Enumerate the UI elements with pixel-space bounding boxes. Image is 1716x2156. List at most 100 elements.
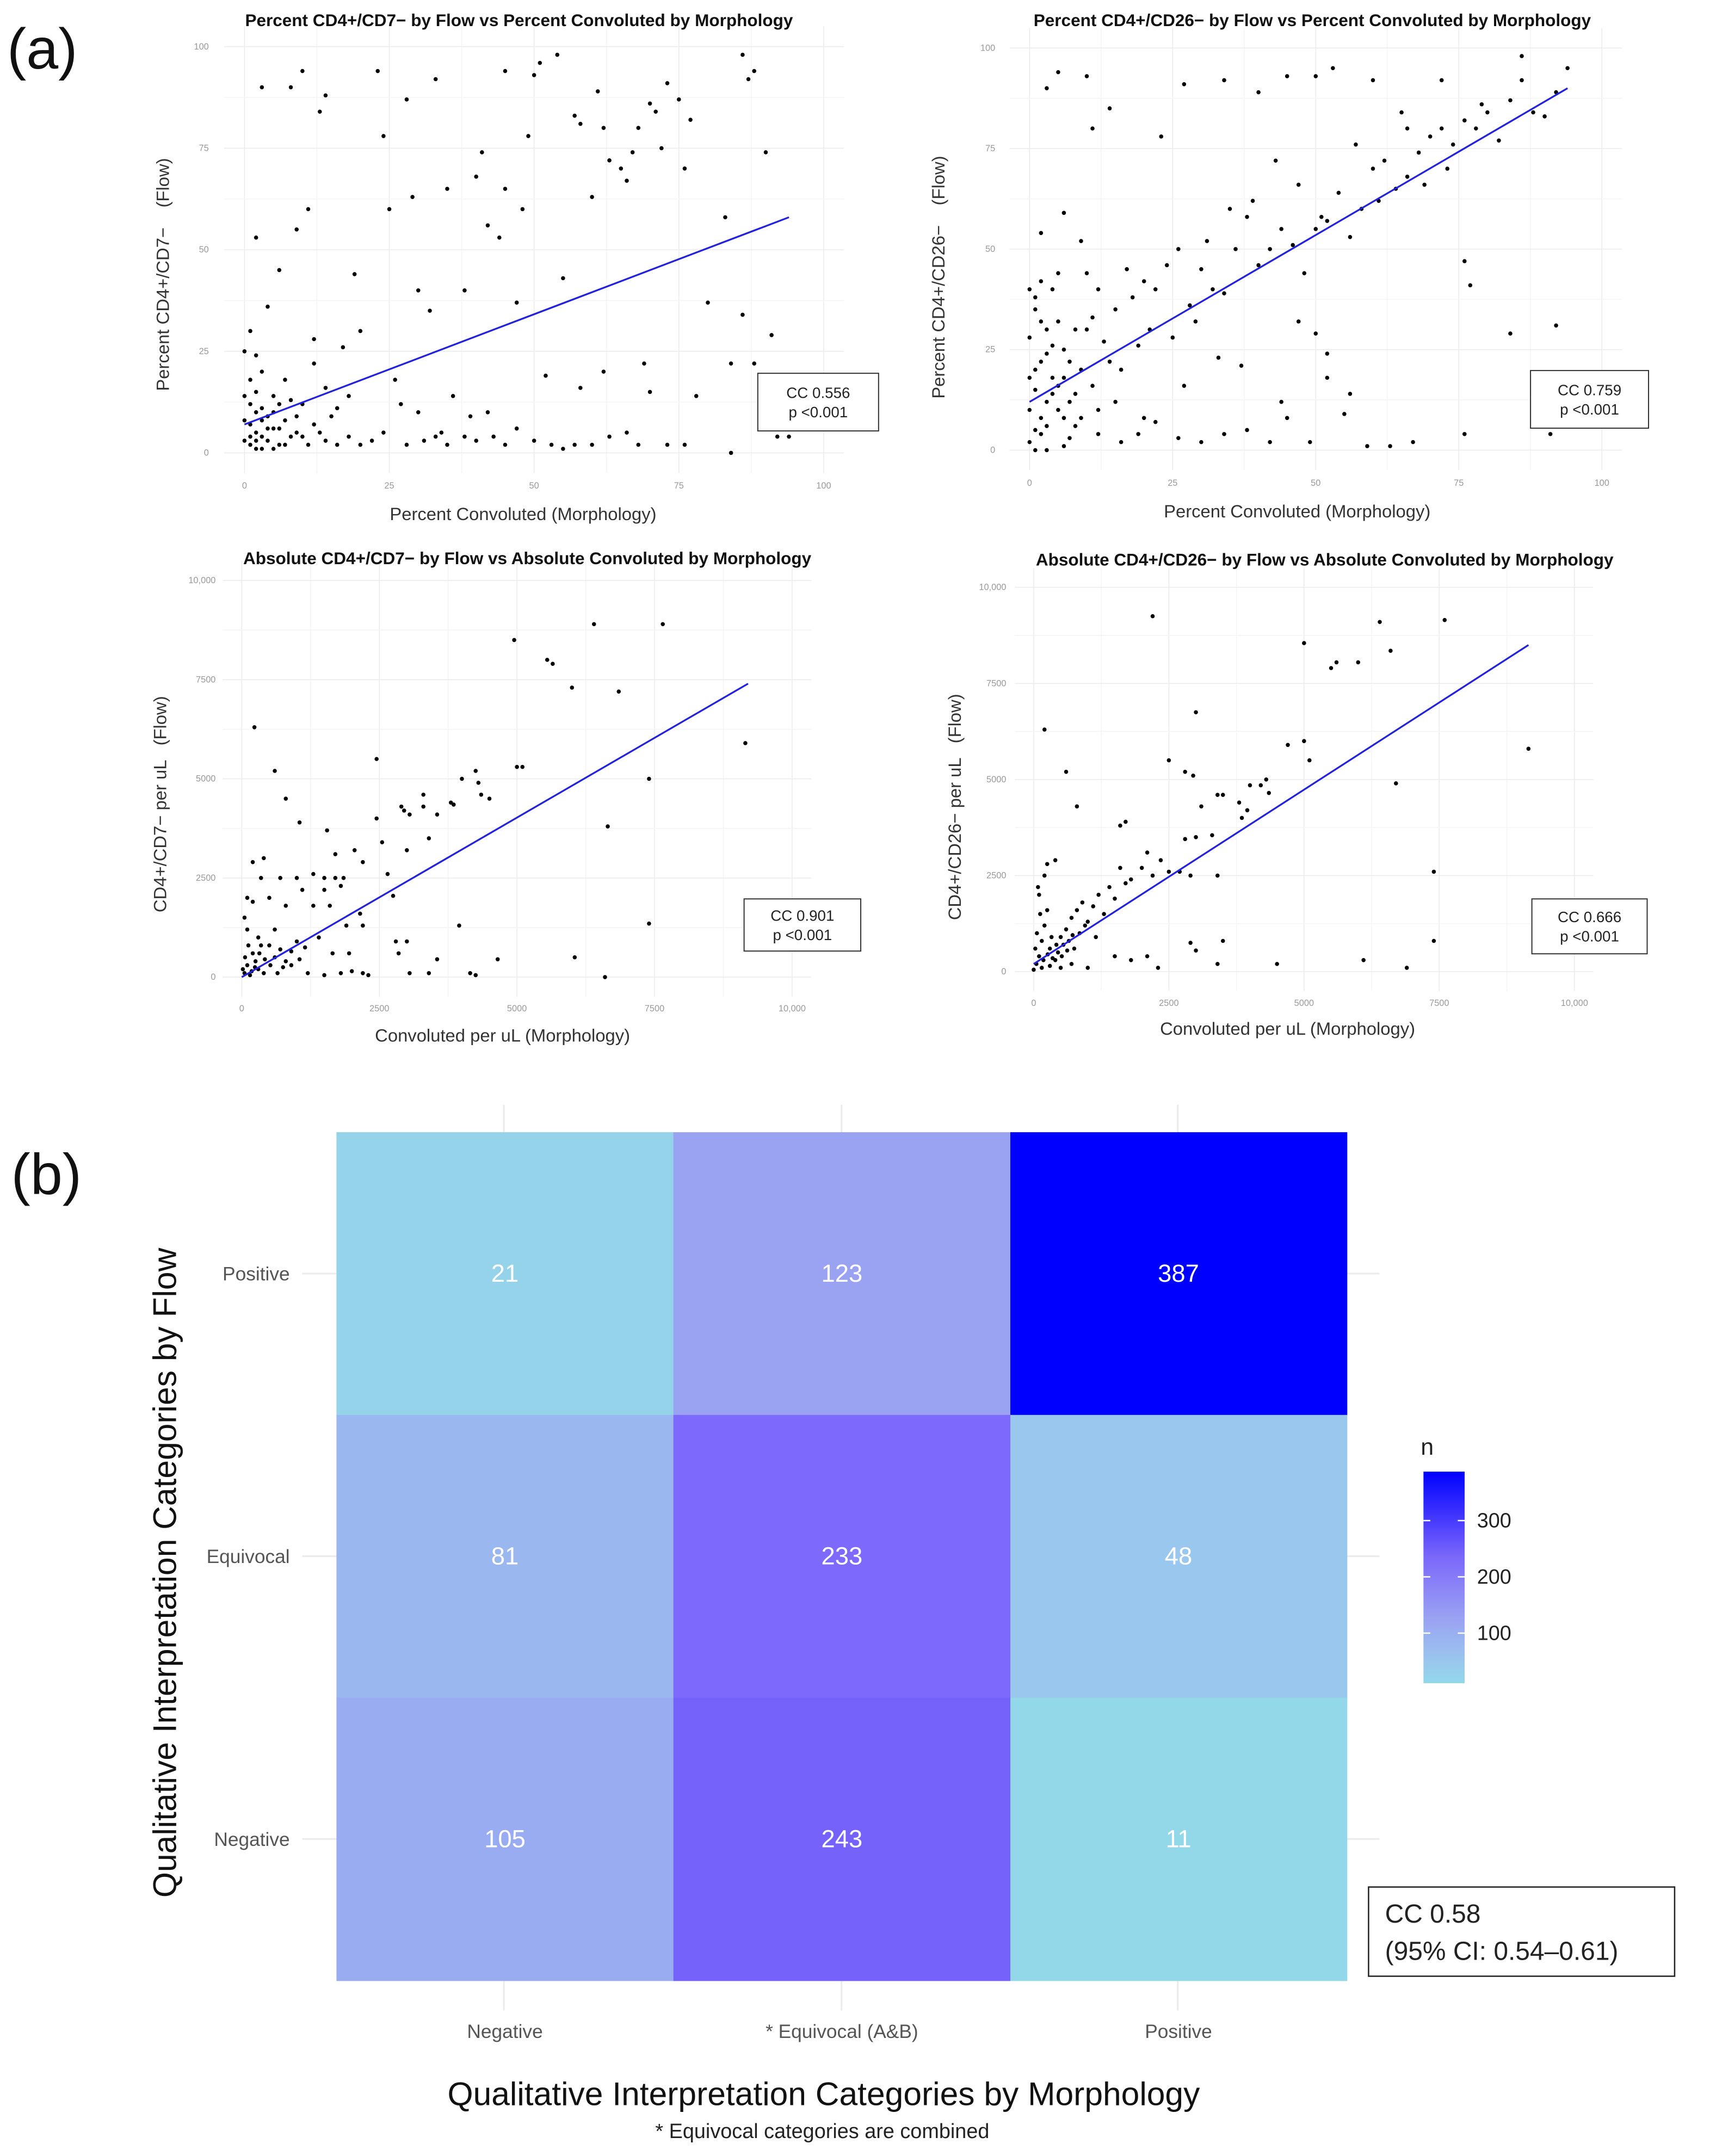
data-point [268,963,273,968]
data-point [245,895,250,900]
data-point [1084,327,1089,332]
data-point [1275,962,1279,966]
cc-value: CC 0.666 [1558,909,1621,925]
data-point [532,73,536,77]
x-tick-label: 75 [1454,478,1464,488]
data-point [578,121,583,126]
data-point [1285,416,1289,421]
data-point [653,109,658,114]
heatmap-cell-fill [673,1697,1011,1981]
data-point [1113,954,1117,959]
data-point [381,134,386,138]
data-point [422,438,427,443]
correlation-annotation: CC 0.901 p <0.001 [743,898,862,952]
data-point [266,304,270,309]
data-point [603,975,607,979]
data-point [1058,966,1063,970]
y-tick-label: 10,000 [188,576,215,585]
scatter-chart-4: 0 2500 5000 7500 10,000 0 2500 5000 7500 10,000 Ab… [945,549,1648,1039]
data-point [1205,239,1209,243]
data-point [1334,660,1339,665]
data-point [636,442,641,447]
data-point [769,333,774,337]
data-point [1061,347,1066,352]
data-point [1325,351,1330,356]
data-point [1361,958,1366,962]
data-point [630,150,635,155]
scatter-chart-3: 0 2500 5000 7500 10,000 0 2500 5000 7500 10,000 Ab… [150,548,862,1046]
data-point [495,957,500,962]
data-point [1302,641,1306,645]
data-point [300,887,305,892]
data-point [665,81,670,85]
data-point [1199,267,1203,271]
data-point [248,973,252,978]
data-point [358,911,362,916]
data-point [266,438,270,443]
data-point [591,622,596,627]
data-point [1371,78,1375,83]
heatmap-cell-fill [336,1414,674,1698]
data-point [404,442,409,447]
data-point [283,442,287,447]
cc-value: CC 0.759 [1558,382,1621,399]
x-category-label: * Equivocal (A&B) [766,2021,918,2042]
data-point [366,973,371,978]
data-point [1319,214,1324,219]
data-point [277,268,282,273]
data-point [1047,963,1052,968]
data-point [252,725,257,730]
data-point [330,951,335,956]
data-point [341,876,346,880]
data-point [532,438,536,443]
data-point [1050,375,1055,380]
data-point [572,955,577,960]
data-point [775,434,780,439]
y-axis-label: Percent CD4+/CD26− (Flow) [928,156,948,398]
data-point [1307,758,1312,763]
data-point [1080,900,1085,905]
data-point [1485,110,1490,115]
data-point [752,361,756,366]
data-point [1188,303,1192,308]
heatmap-cell-fill [673,1132,1011,1416]
data-point [1183,769,1187,774]
data-point [1061,444,1066,448]
data-point [1058,935,1063,940]
annotation-box [1368,1886,1676,1977]
data-point [260,434,264,439]
data-point [399,402,403,406]
x-tick-label: 25 [384,481,394,491]
data-point [474,174,478,179]
data-point [487,796,492,801]
data-point [1085,919,1090,924]
data-point [1045,351,1049,356]
data-point [468,971,472,975]
y-tick-label: 0 [1001,967,1006,977]
data-point [1431,938,1436,943]
data-point [1156,966,1161,970]
data-point [561,276,565,281]
data-point [479,792,484,797]
data-point [1256,263,1261,268]
regression-line [244,216,789,425]
data-point [246,943,251,948]
heatmap-cell-fill [1010,1414,1348,1698]
data-point [1073,424,1078,428]
data-point [1296,319,1301,324]
data-point [283,418,287,423]
data-point [1286,743,1290,748]
data-point [1348,234,1353,239]
y-category-label: Equivocal [207,1546,290,1567]
data-point [1554,323,1558,328]
data-point [1039,416,1044,421]
heatmap-cell-fill [336,1697,674,1981]
data-point [1039,279,1044,283]
data-point [1042,727,1047,732]
x-tick-label: 2500 [1159,998,1178,1008]
legend-tick-label: 100 [1477,1622,1511,1645]
y-tick-label: 2500 [986,870,1006,880]
data-point [1042,873,1047,878]
data-point [1033,367,1038,372]
